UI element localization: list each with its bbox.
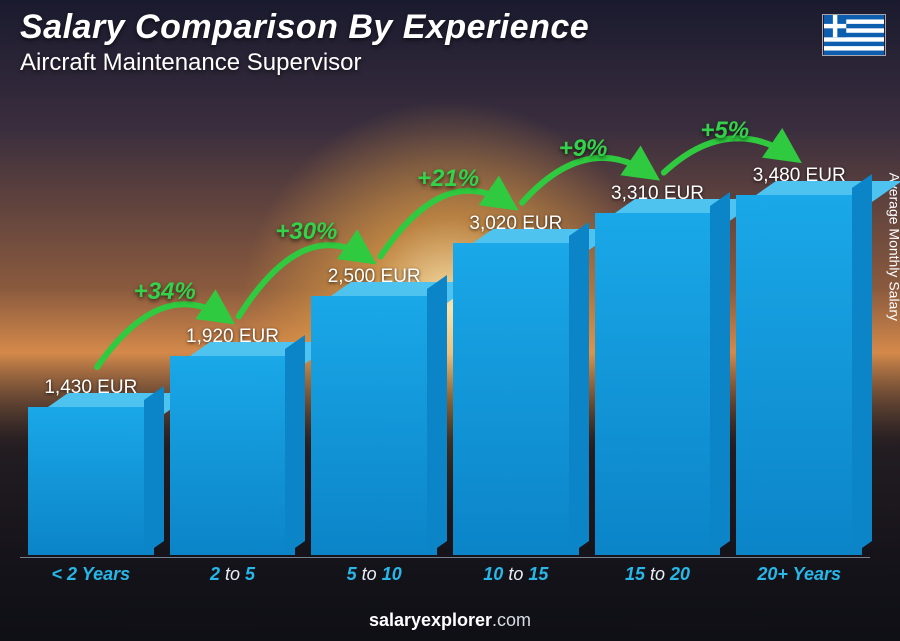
x-axis-label: 2 to 5 bbox=[170, 564, 296, 585]
x-axis-label: 5 to 10 bbox=[311, 564, 437, 585]
footer-tld: .com bbox=[492, 610, 531, 630]
increment-label: +34% bbox=[134, 278, 196, 306]
page-title: Salary Comparison By Experience bbox=[20, 8, 880, 47]
page-subtitle: Aircraft Maintenance Supervisor bbox=[20, 49, 880, 77]
increment-arc bbox=[239, 245, 368, 316]
x-axis-label: 15 to 20 bbox=[595, 564, 721, 585]
x-axis: < 2 Years 2 to 5 5 to 10 10 to 15 15 to 20 20… bbox=[20, 557, 870, 585]
increment-label: +5% bbox=[700, 117, 749, 145]
increment-label: +9% bbox=[559, 135, 608, 163]
x-axis-label: 10 to 15 bbox=[453, 564, 579, 585]
salary-bar-chart: 1,430 EUR1,920 EUR2,500 EUR3,020 EUR3,31… bbox=[20, 110, 870, 579]
x-axis-label: < 2 Years bbox=[28, 564, 154, 585]
header: Salary Comparison By Experience Aircraft… bbox=[20, 8, 880, 77]
increment-arc bbox=[97, 304, 226, 367]
y-axis-label: Average Monthly Salary bbox=[886, 172, 900, 320]
greece-flag-icon bbox=[822, 14, 886, 56]
footer: salaryexplorer.com bbox=[0, 610, 900, 631]
increment-label: +30% bbox=[275, 218, 337, 246]
increment-label: +21% bbox=[417, 165, 479, 193]
footer-site: salaryexplorer bbox=[369, 610, 492, 630]
x-axis-label: 20+ Years bbox=[736, 564, 862, 585]
increment-arc bbox=[522, 158, 651, 203]
increment-arc bbox=[380, 191, 509, 257]
